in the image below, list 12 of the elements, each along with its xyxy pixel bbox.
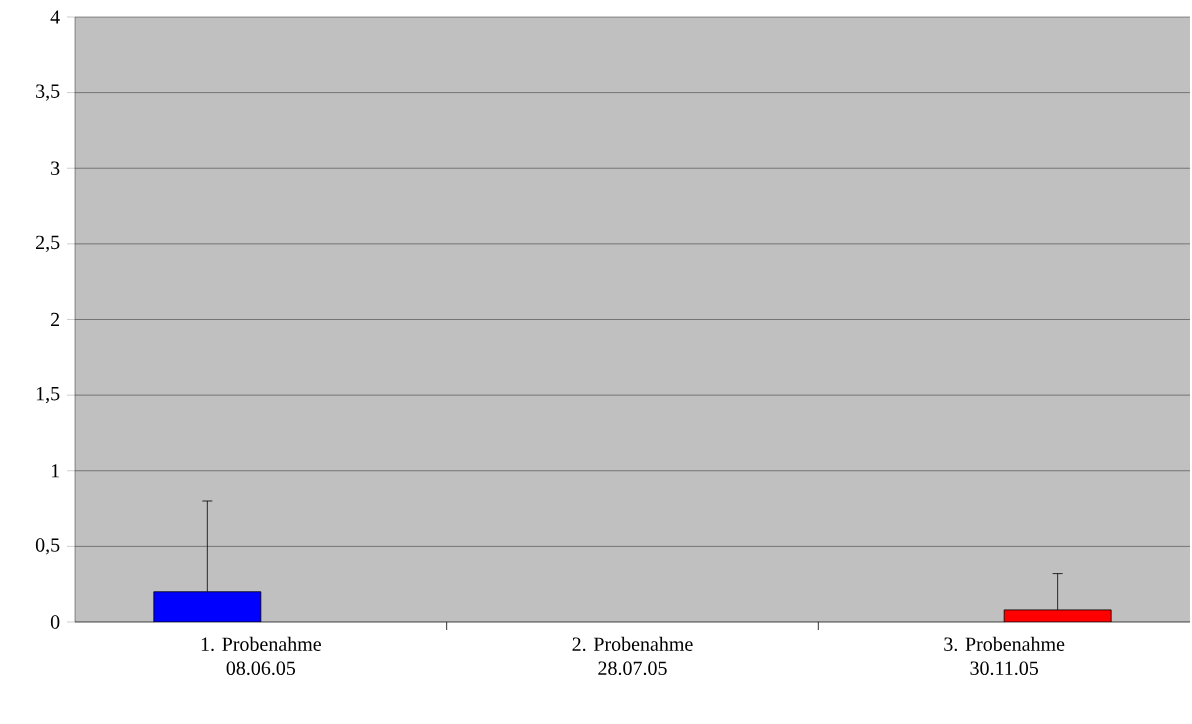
x-tick-label: 2. Probenahme 28.07.05: [572, 636, 693, 676]
x-tick-label: 3. Probenahme 30.11.05: [944, 636, 1065, 676]
y-tick-label: 0: [50, 615, 60, 629]
y-tick-label: 3: [51, 161, 60, 175]
y-tick-label: 0,5: [35, 538, 60, 555]
y-tick-label: 2: [51, 312, 60, 327]
y-tick-label: 4: [50, 10, 60, 24]
y-tick-label: 1,5: [36, 386, 60, 404]
y-tick-label: 2,5: [36, 235, 60, 253]
y-tick-label: 1: [51, 464, 59, 478]
y-tick-label: 3,5: [36, 84, 60, 101]
x-tick-label: 1. Probenahme 08.06.05: [201, 636, 321, 676]
